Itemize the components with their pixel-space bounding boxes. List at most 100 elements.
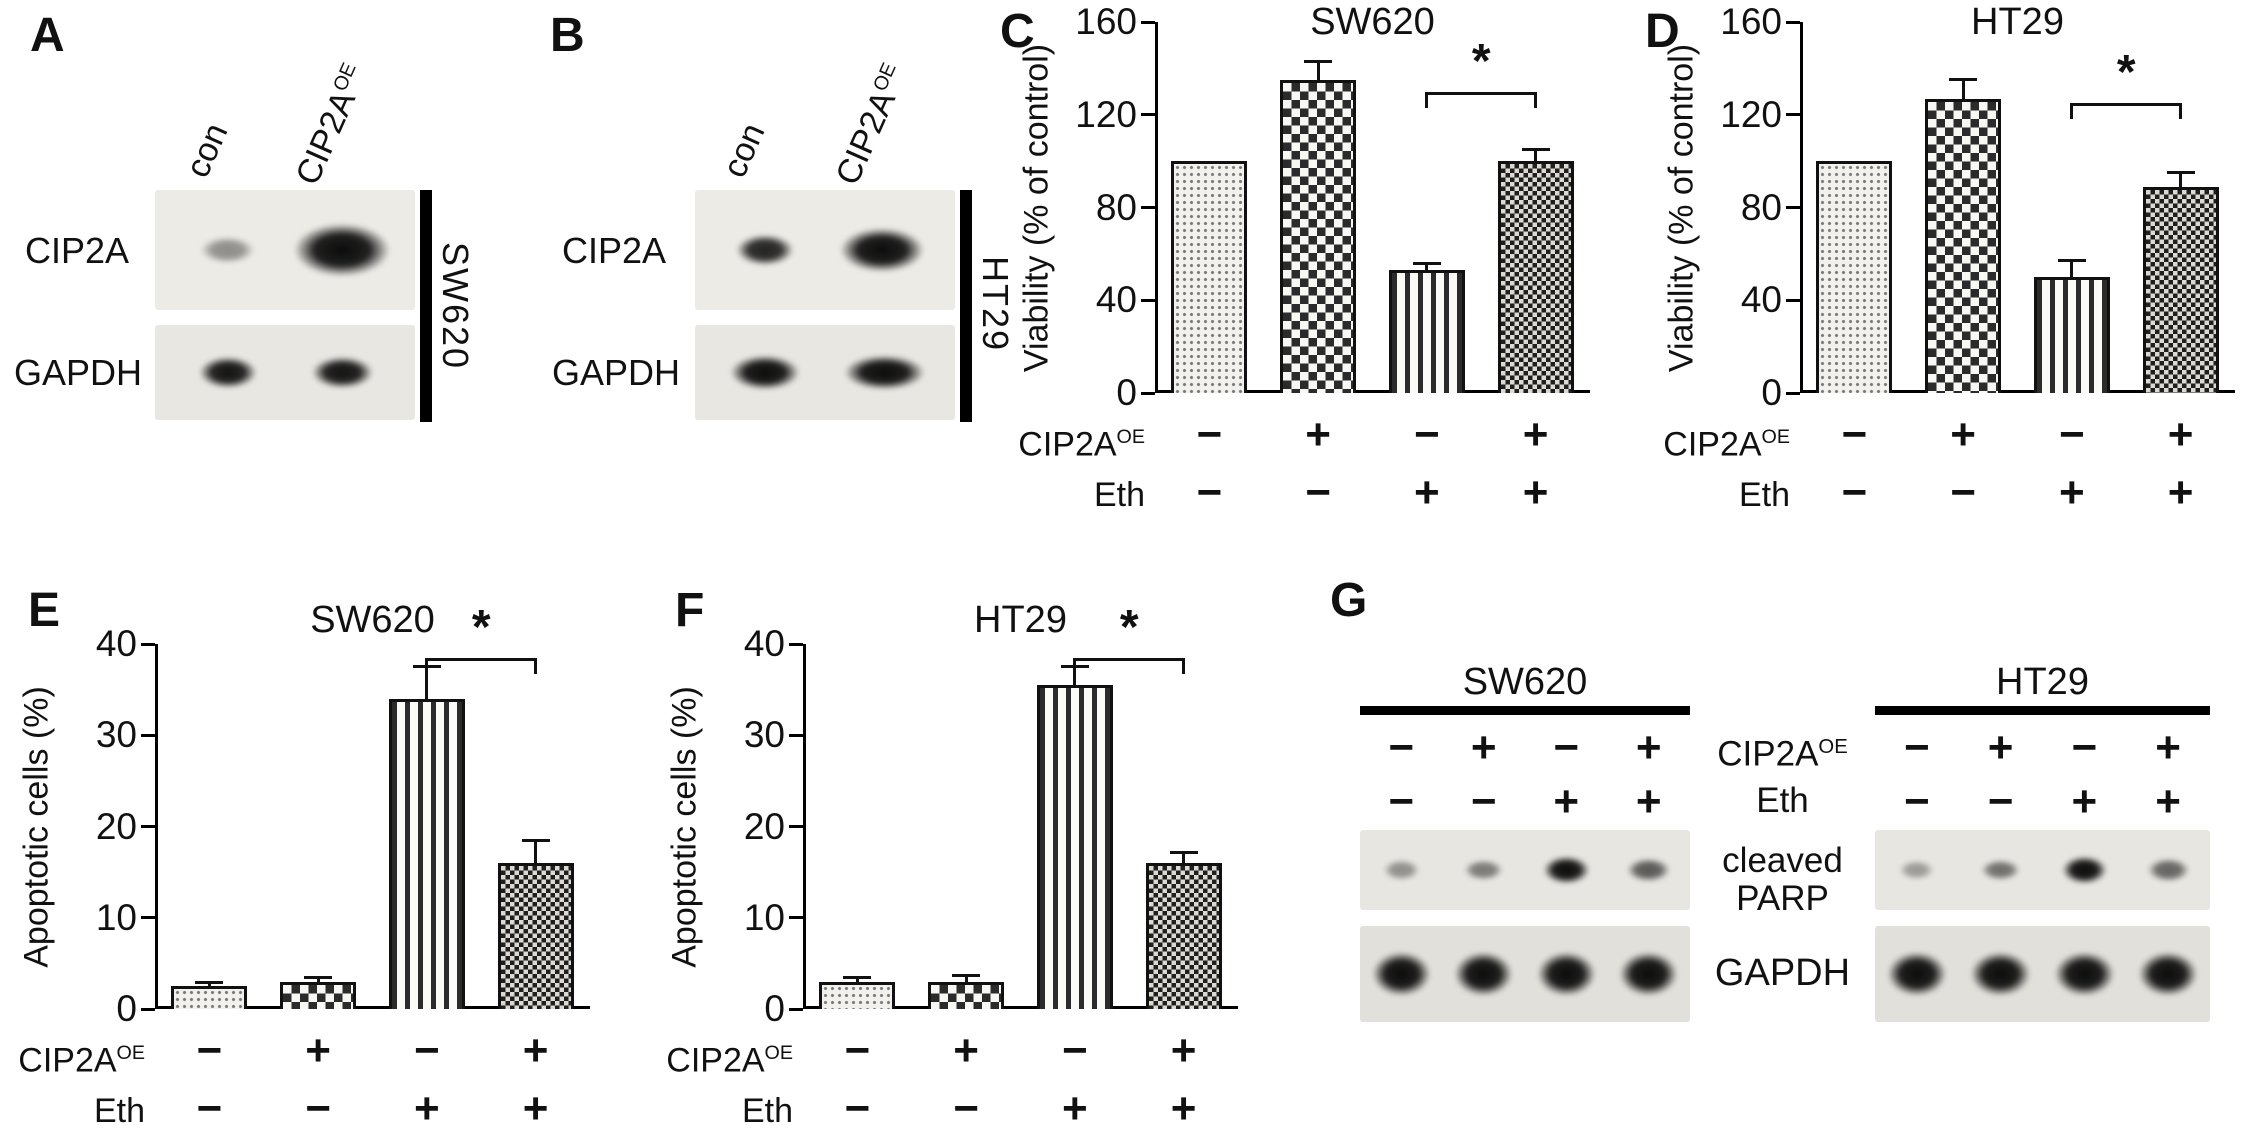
error-bar [316, 977, 320, 982]
blot-band [277, 214, 408, 286]
g-row-label-gapdh: GAPDH [1714, 952, 1851, 994]
panel-d-bar-chart: HT29 Viability (% of control) 0 40 80 120 160 *… [1640, 0, 2268, 540]
error-bar-cap [1304, 59, 1333, 63]
x-sign: − [1841, 410, 1868, 459]
g-row-label-eth: Eth [1756, 781, 1809, 820]
error-bar [855, 977, 859, 982]
g-lane-sign: − [2071, 723, 2098, 772]
error-bar [964, 975, 968, 982]
g-lane-sign: − [1987, 777, 2014, 826]
error-bar-cap [1521, 148, 1550, 152]
x-sign: + [414, 1084, 440, 1133]
chart-title: SW620 [1310, 1, 1435, 43]
blot-band [300, 351, 384, 394]
blot-band [1973, 856, 2028, 884]
significance-bracket [2071, 103, 2181, 107]
x-sign: − [1196, 468, 1223, 517]
error-bar [1425, 263, 1429, 271]
blot-strip-B-gapdh [695, 325, 955, 420]
panel-letter-g: G [1330, 574, 1368, 627]
significance-star: * [2116, 46, 2136, 100]
x-sign: + [1414, 468, 1440, 517]
error-bar [1534, 149, 1538, 162]
g-row-label-parp: PARP [1736, 879, 1829, 918]
y-tick-label: 0 [1116, 372, 1137, 413]
x-sign: − [1062, 1026, 1088, 1075]
blot-band [1534, 850, 1598, 890]
cell-line-bar-b [960, 190, 972, 422]
x-sign: + [953, 1026, 979, 1075]
x-row-label: CIP2AOE [666, 1041, 793, 1080]
g-lane-sign: − [1470, 777, 1497, 826]
y-tick-label: 0 [1761, 372, 1782, 413]
blot-band [825, 220, 940, 280]
significance-star: * [471, 600, 491, 654]
error-bar-cap [843, 976, 872, 980]
x-sign: − [196, 1026, 223, 1075]
y-axis-label: Apoptotic cells (%) [17, 685, 56, 968]
x-sign: − [1841, 468, 1868, 517]
y-axis-label: Apoptotic cells (%) [665, 685, 704, 968]
blot-band [2054, 850, 2115, 890]
error-bar-cap [1949, 78, 1978, 82]
y-tick-label: 20 [743, 805, 785, 847]
bar [1145, 863, 1222, 1009]
x-sign: + [2167, 468, 2194, 517]
significance-star: * [1119, 600, 1139, 654]
blot-band [1457, 856, 1511, 884]
blot-strip-G-ht29-parp [1875, 830, 2210, 910]
error-bar [2070, 260, 2074, 278]
y-tick-mark [141, 642, 155, 646]
error-bar [534, 840, 538, 863]
x-sign: + [1522, 410, 1549, 459]
significance-bracket [426, 657, 536, 661]
blot-band [2139, 854, 2197, 886]
x-sign: + [1950, 410, 1976, 459]
error-bar-cap [521, 838, 550, 842]
error-bar-cap [1169, 850, 1198, 854]
y-tick-label: 80 [1740, 186, 1782, 228]
plot-area [155, 644, 590, 1009]
x-sign: + [2167, 410, 2194, 459]
panel-c-bar-chart: SW620 Viability (% of control) 0 40 80 120 160… [995, 0, 1645, 540]
y-tick-label: 120 [1720, 93, 1782, 135]
y-tick-mark [141, 1007, 155, 1011]
panel-letter-c: C [1000, 5, 1035, 58]
x-row-label: Eth [741, 1092, 793, 1130]
significance-bracket-tick [2179, 103, 2183, 120]
error-bar-cap [1412, 261, 1441, 265]
bar [280, 981, 357, 1009]
lane-label-con-b: con [715, 117, 773, 184]
blot-band [1893, 857, 1941, 883]
y-tick-label: 160 [1075, 1, 1137, 42]
g-underline-sw620 [1360, 706, 1690, 715]
x-sign: − [2059, 410, 2085, 459]
bar [388, 698, 465, 1009]
error-bar [207, 982, 211, 987]
y-tick-mark [141, 916, 155, 920]
g-lane-sign: − [1388, 723, 1415, 772]
y-tick-mark [789, 825, 803, 828]
lane-label-cip2aoe-b-base: CIP2A [828, 85, 904, 191]
y-tick-mark [789, 1007, 803, 1011]
panel-letter-f: F [675, 584, 705, 637]
y-tick-mark [1786, 113, 1800, 117]
blot-strip-G-ht29-gapdh [1875, 926, 2210, 1022]
bar [1171, 161, 1248, 393]
y-tick-mark [141, 733, 155, 737]
g-group-header-sw620: SW620 [1462, 661, 1588, 703]
blot-band [718, 348, 812, 397]
significance-bracket-tick [425, 657, 429, 674]
error-bar [1961, 79, 1965, 99]
blot-strip-G-sw620-parp [1360, 830, 1690, 910]
bar [1925, 98, 2002, 393]
significance-bracket [1426, 91, 1536, 95]
y-tick-label: 40 [1740, 279, 1782, 321]
g-lane-sign: + [1470, 723, 1497, 772]
y-tick-mark [1141, 20, 1155, 24]
bar [819, 981, 896, 1009]
x-sign: + [305, 1026, 331, 1075]
y-axis-label: Viability (% of control) [1017, 43, 1056, 372]
g-lane-sign: + [2155, 723, 2181, 772]
